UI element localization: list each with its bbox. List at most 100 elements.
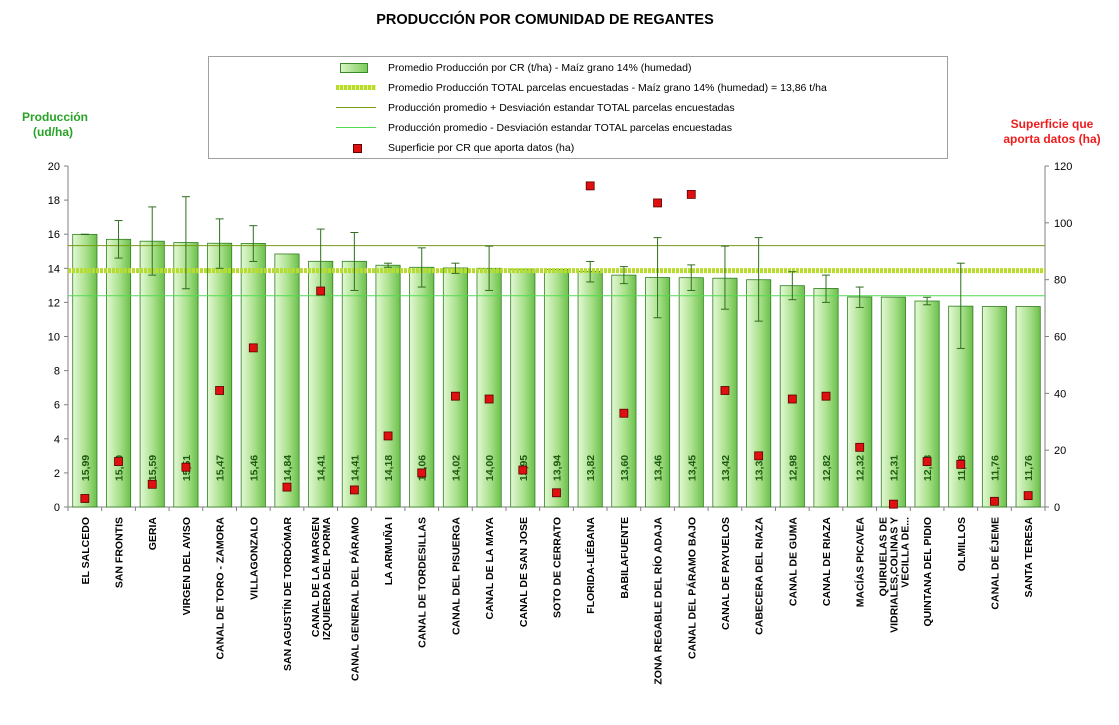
category-label: QUINTANA DEL PIDIO [922,517,934,626]
y-tick-label-left: 4 [54,434,60,446]
category-label: MACÍAS PICAVEA [854,517,867,608]
y-tick-label-left: 16 [48,229,60,241]
data-label: 14,41 [349,455,361,481]
bar [476,267,502,508]
category-label: CANAL DE TORO - ZAMORA [215,517,227,660]
bar [880,296,906,508]
y-tick-label-right: 20 [1054,445,1066,457]
data-label: 13,46 [653,455,665,481]
y-tick-label-left: 6 [54,400,60,412]
data-label: 12,82 [821,455,833,481]
surface-point [484,394,494,404]
surface-point [888,499,898,509]
surface-point [619,408,629,418]
y-tick-label-left: 12 [48,297,60,309]
legend-item-bars: Promedio Producción por CR (t/ha) - Maíz… [209,60,691,76]
legend-label-bars: Promedio Producción por CR (t/ha) - Maíz… [388,62,692,74]
data-label: 14,41 [316,455,328,481]
category-label: CANAL DE LA MAYA [484,517,496,620]
legend-swatch-minus-std [336,120,380,136]
legend-label-minus-std: Producción promedio - Desviación estanda… [388,122,732,134]
data-label: 13,42 [720,455,732,481]
surface-point [80,494,90,503]
category-label: FLORIDA-LIÉBANA [584,517,597,614]
category-label: VILLAGONZALO [248,517,260,600]
surface-point [720,386,730,395]
legend-item-plus-std: Producción promedio + Desviación estanda… [209,100,735,116]
surface-point [147,479,157,489]
category-label: BABILAFUENTE [619,517,631,599]
surface-point [215,386,225,395]
data-label: 13,33 [754,455,766,481]
surface-point [956,459,966,469]
bar [308,260,334,508]
data-label: 13,60 [619,455,631,481]
data-label: 15,47 [215,455,227,481]
surface-point [316,286,326,296]
surface-point [990,496,999,506]
category-label: CANAL DE RIAZA [821,517,833,606]
legend-label-surface: Superficie por CR que aporta datos (ha) [388,142,575,154]
surface-point [518,465,528,475]
data-label: 11,76 [1023,455,1035,481]
category-label: CABECERA DEL RIAZA [754,517,766,635]
surface-point [1023,491,1033,501]
surface-point [248,343,258,353]
bar [207,242,233,508]
legend: Promedio Producción por CR (t/ha) - Maíz… [208,56,948,159]
category-label: GERIA [147,517,159,551]
data-label: 12,98 [787,455,799,481]
category-label: SAN AGUSTÍN DE TORDÓMAR [281,517,294,671]
bar [341,260,367,508]
bar [1015,306,1041,508]
category-label: CANAL DE TORDESILLAS [417,517,429,648]
y-axis-right-title: Superficie que aporta datos (ha) [1003,117,1101,146]
bar [72,233,98,508]
data-label: 13,45 [686,455,698,481]
legend-label-average: Promedio Producción TOTAL parcelas encue… [388,82,827,94]
surface-point [282,482,292,492]
legend-item-minus-std: Producción promedio - Desviación estanda… [209,120,732,136]
legend-swatch-average [336,80,380,96]
surface-point [451,391,460,401]
category-label: EL SALCEDO [80,517,92,584]
legend-swatch-bars [336,60,380,76]
category-label: OLMILLOS [956,517,968,571]
y-tick-label-right: 100 [1054,218,1072,230]
chart-title: PRODUCCIÓN POR COMUNIDAD DE REGANTES [376,12,714,28]
y-tick-label-left: 0 [54,502,60,514]
surface-point [585,181,595,191]
bar [914,300,940,508]
y-tick-label-left: 14 [48,263,60,275]
category-label: CANAL DE ÉJEME [988,517,1001,610]
surface-point [417,468,427,478]
y-tick-label-right: 0 [1054,502,1060,514]
data-label: 13,82 [585,455,597,481]
legend-item-surface: Superficie por CR que aporta datos (ha) [209,140,574,156]
data-label: 11,76 [989,455,1001,481]
y-tick-label-left: 8 [54,366,60,378]
surface-point [349,485,359,495]
category-label: LA ARMUÑA I [382,517,395,585]
y-tick-label-left: 18 [48,195,60,207]
surface-point [754,451,764,461]
category-label: CANAL DE PAYUELOS [720,517,732,630]
bar [981,306,1007,508]
category-label: CANAL GENERAL DEL PÁRAMO [348,517,361,681]
category-label: ZONA REGABLE DEL RÍO ADAJA [652,517,665,685]
surface-point [653,198,662,208]
y-tick-label-right: 80 [1054,275,1066,287]
surface-point [922,457,932,466]
bar [442,267,468,508]
legend-swatch-surface [336,140,380,156]
legend-label-plus-std: Producción promedio + Desviación estanda… [388,102,735,114]
surface-point [181,462,191,472]
category-label: CANAL DE LA MARGENIZQUIERDA DEL PORMA [310,517,333,641]
y-tick-label-left: 10 [48,332,60,344]
data-label: 14,00 [484,455,496,481]
surface-point [383,431,393,441]
surface-point [114,457,123,466]
y-tick-label-right: 40 [1054,388,1066,400]
y-tick-label-right: 120 [1054,161,1072,173]
